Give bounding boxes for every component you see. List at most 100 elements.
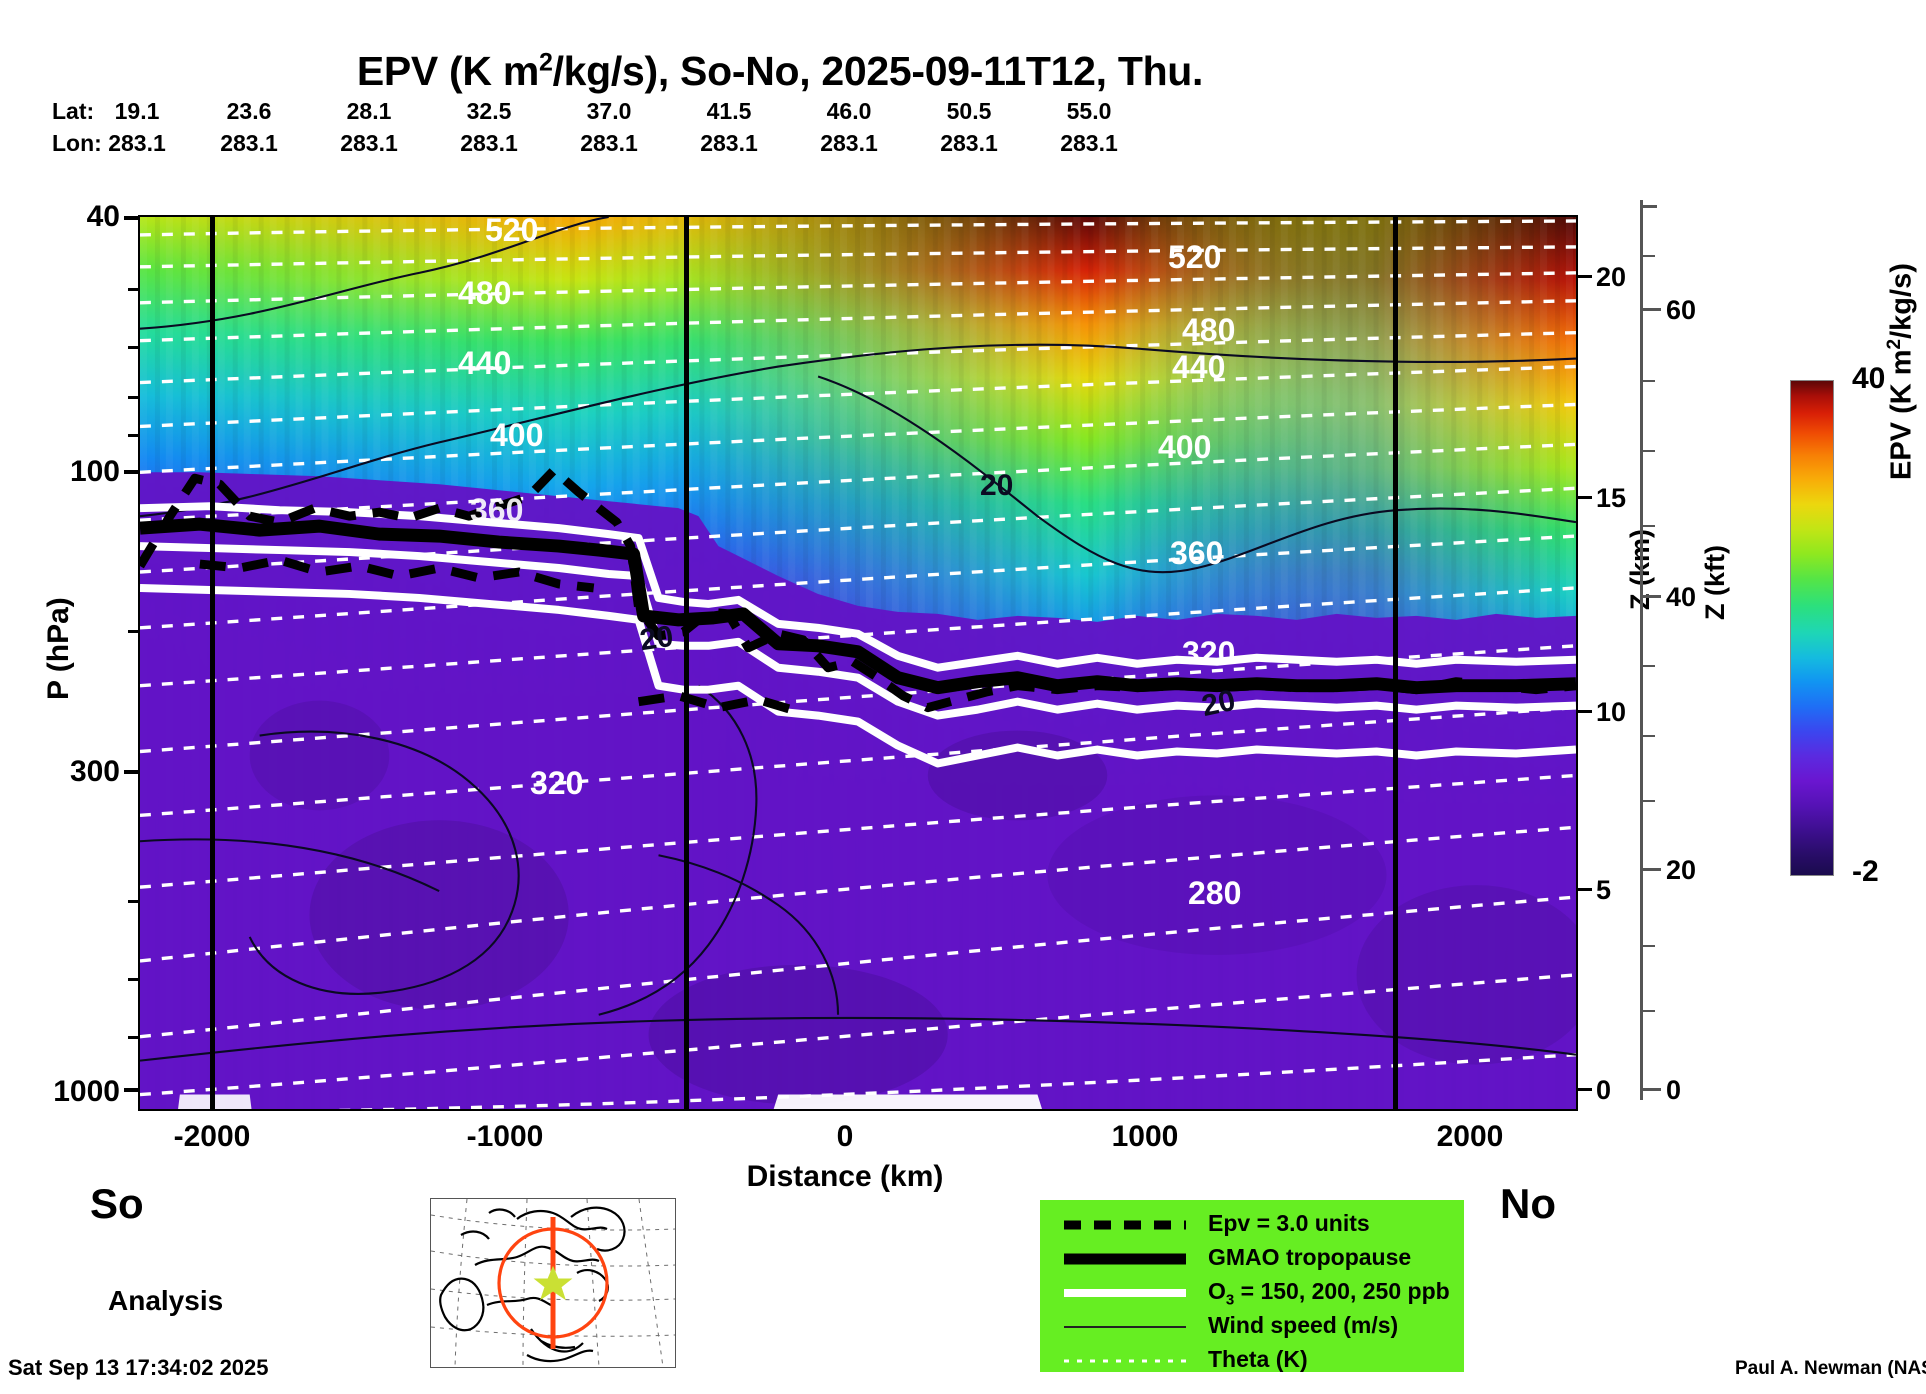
wind-speed-contours: [140, 217, 1576, 1062]
theta-label: 280: [1188, 875, 1242, 911]
center-star-marker: [533, 1265, 573, 1301]
chart-title: EPV (K m2/kg/s), So-No, 2025-09-11T12, T…: [0, 48, 1560, 95]
legend-item: Wind speed (m/s): [1040, 1310, 1464, 1344]
x-tick-label: 2000: [1436, 1120, 1504, 1153]
location-inset-map: [430, 1198, 676, 1368]
theta-label: 360: [1170, 535, 1224, 571]
chart-title-post: /kg/s), So-No, 2025-09-11T12, Thu.: [552, 48, 1204, 94]
reference-line-north: [1393, 217, 1398, 1109]
lon-value: 283.1: [700, 130, 758, 156]
lat-value: 32.5: [466, 98, 512, 124]
colorbar-title: EPV (K m2/kg/s): [1884, 263, 1918, 480]
theta-label: 400: [1158, 429, 1212, 465]
y-tick-label: 300: [69, 755, 120, 788]
z-km-tick-label: 10: [1596, 697, 1627, 727]
lon-value: 283.1: [940, 130, 998, 156]
graticule: [431, 1199, 675, 1367]
lat-row-label: Lat:: [52, 98, 95, 124]
lon-value: 283.1: [580, 130, 638, 156]
generation-timestamp: Sat Sep 13 17:34:02 2025: [8, 1355, 269, 1380]
legend-label: O3 = 150, 200, 250 ppb: [1208, 1278, 1450, 1309]
lat-value: 19.1: [114, 98, 160, 124]
y-tick-label: 100: [69, 455, 120, 488]
theta-label: 360: [470, 492, 524, 528]
z-kft-axis-title: Z (kft): [1700, 545, 1730, 620]
north-end-label: No: [1500, 1180, 1556, 1227]
south-end-label: So: [90, 1180, 144, 1227]
x-tick-label: -1000: [466, 1120, 544, 1153]
legend-label: GMAO tropopause: [1208, 1244, 1412, 1270]
epv-field: [140, 217, 1576, 1109]
lat-value: 23.6: [226, 98, 272, 124]
colorbar-max-label: 40: [1852, 362, 1886, 395]
legend-label: Theta (K): [1208, 1346, 1308, 1372]
legend-item: Epv = 3.0 units: [1040, 1208, 1464, 1242]
lon-value: 283.1: [460, 130, 518, 156]
tropopause-line-icon: [1064, 1253, 1186, 1265]
ozone-line-icon: [1064, 1289, 1186, 1297]
z-km-tick-label: 5: [1596, 875, 1612, 905]
z-kft-tick-label: 20: [1666, 855, 1697, 885]
lat-value: 37.0: [586, 98, 632, 124]
lat-value: 50.5: [946, 98, 992, 124]
ozone-contours: [140, 502, 1576, 768]
theta-label: 320: [1182, 635, 1236, 671]
z-kft-tick-label: 60: [1666, 295, 1697, 325]
legend: Epv = 3.0 units GMAO tropopause O3 = 150…: [1040, 1200, 1464, 1372]
theta-label: 520: [1168, 239, 1222, 275]
lat-value: 46.0: [826, 98, 872, 124]
reference-line-south: [210, 217, 215, 1109]
lon-value: 283.1: [108, 130, 166, 156]
wind-label: 20: [980, 469, 1014, 502]
wind-label: 20: [1198, 683, 1239, 724]
lat-value: 41.5: [706, 98, 752, 124]
lon-value: 283.1: [820, 130, 878, 156]
y-tick-label: 1000: [53, 1075, 120, 1108]
theta-label: 480: [1182, 312, 1236, 348]
wind-label: 20: [637, 619, 676, 658]
x-tick-label: 0: [836, 1120, 854, 1153]
theta-label: 440: [1172, 349, 1226, 385]
colorbar-gradient: [1791, 381, 1833, 875]
author-credit: Paul A. Newman (NASA: [1735, 1358, 1926, 1379]
theta-label: 400: [490, 417, 544, 453]
lon-row-label: Lon:: [52, 130, 102, 156]
theta-contours: [140, 219, 1576, 1109]
z-kft-axis-line: [1640, 200, 1643, 1100]
legend-label: Wind speed (m/s): [1208, 1312, 1399, 1338]
coastlines: [439, 1206, 626, 1363]
chart-title-pre: EPV (K m: [356, 48, 539, 94]
z-kft-tick-label: 40: [1666, 582, 1697, 612]
wind-speed-line-icon: [1064, 1326, 1186, 1328]
lon-value: 283.1: [1060, 130, 1118, 156]
lon-value: 283.1: [220, 130, 278, 156]
legend-item: O3 = 150, 200, 250 ppb: [1040, 1276, 1464, 1310]
z-km-tick-label: 15: [1596, 483, 1627, 513]
theta-label: 520: [485, 215, 539, 248]
theta-label: 320: [530, 765, 584, 801]
lon-value: 283.1: [340, 130, 398, 156]
x-axis-title: Distance (km): [746, 1160, 944, 1193]
cross-section-plot: 520 480 440 400 360 320 520 480 440 400 …: [138, 215, 1578, 1111]
epv-dashed-icon: [1064, 1220, 1186, 1230]
legend-label: Epv = 3.0 units: [1208, 1210, 1370, 1236]
inset-map-svg: [431, 1199, 675, 1367]
theta-label: 480: [458, 275, 512, 311]
lat-value: 28.1: [346, 98, 392, 124]
lat-value: 55.0: [1066, 98, 1112, 124]
y-axis-title: P (hPa): [42, 597, 75, 700]
colorbar: [1790, 380, 1834, 876]
theta-line-icon: [1064, 1359, 1186, 1363]
z-kft-tick-label: 0: [1666, 1075, 1682, 1105]
x-tick-label: 1000: [1111, 1120, 1179, 1153]
legend-item: GMAO tropopause: [1040, 1242, 1464, 1276]
z-km-tick-label: 20: [1596, 262, 1627, 292]
y-tick-label: 40: [86, 200, 120, 233]
colorbar-min-label: -2: [1852, 855, 1879, 888]
x-tick-label: -2000: [173, 1120, 251, 1153]
legend-item: Theta (K): [1040, 1344, 1464, 1378]
z-km-tick-label: 0: [1596, 1075, 1612, 1105]
analysis-label: Analysis: [108, 1285, 224, 1316]
theta-label: 440: [458, 345, 512, 381]
reference-line-center: [684, 217, 689, 1109]
